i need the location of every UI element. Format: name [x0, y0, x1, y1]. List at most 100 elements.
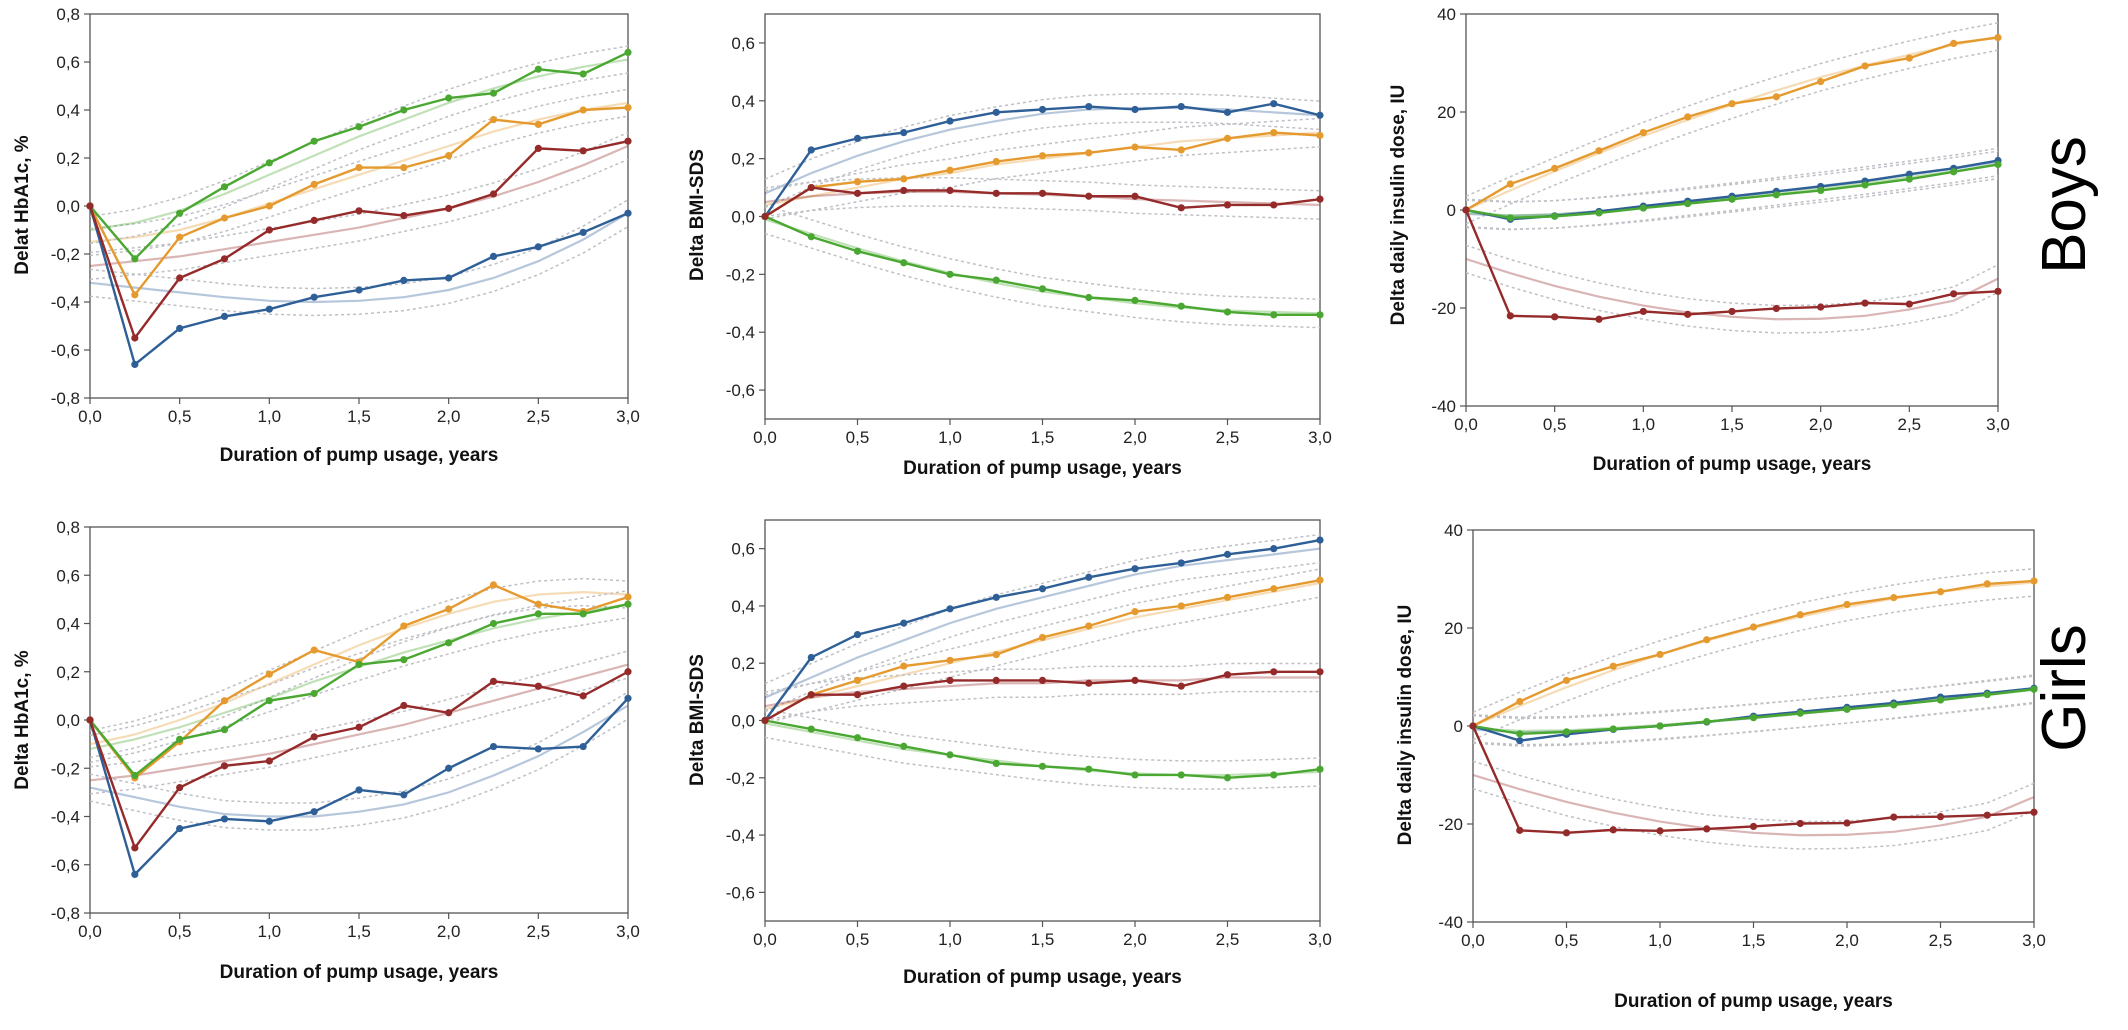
data-point-orange [579, 106, 587, 114]
data-point-green [900, 259, 908, 267]
y-tick-label: -0,2 [51, 759, 80, 778]
data-point-green [853, 247, 862, 255]
y-tick-label: -0,6 [726, 381, 755, 400]
y-tick-label: -40 [1431, 397, 1456, 416]
data-point-blue [853, 134, 862, 142]
confidence-band-lower [89, 72, 629, 245]
data-point-green [445, 94, 453, 102]
plot-frame [764, 519, 1321, 922]
data-point-green [400, 656, 408, 664]
data-point-green [1316, 311, 1324, 319]
x-tick-label: 1,0 [1632, 415, 1656, 434]
data-point-orange [489, 581, 498, 589]
data-point-green [489, 89, 498, 97]
data-point-red [131, 844, 139, 852]
confidence-band-upper [764, 93, 1321, 180]
data-point-green [1516, 730, 1524, 738]
data-point-red [1817, 303, 1825, 311]
x-tick-label: 0,5 [168, 407, 192, 426]
x-tick-label: 3,0 [616, 922, 640, 941]
confidence-band-upper [764, 533, 1321, 685]
data-point-red [1177, 204, 1185, 212]
x-tick-label: 1,5 [1031, 930, 1055, 949]
data-point-green [1905, 175, 1913, 183]
data-point-blue [807, 653, 815, 662]
y-tick-label: -0,4 [51, 808, 80, 827]
data-point-green [1994, 160, 2002, 169]
plot-frame [89, 13, 629, 399]
data-point-red [1890, 813, 1898, 821]
plot-frame [89, 526, 629, 914]
data-point-green [1728, 195, 1736, 203]
panel-girls-bmi: 0,0 0,5 1,0 1,5 2,0 2,5 3,0 -0,6 -0,4 -0,2 0,0 0,2 0… [687, 519, 1332, 988]
data-point-red [579, 147, 587, 155]
data-point-green [853, 734, 862, 742]
x-tick-label: 0,0 [78, 922, 102, 941]
x-tick-label: 0,0 [78, 407, 102, 426]
fit-curve [1472, 773, 2035, 837]
data-point-blue [445, 764, 453, 772]
data-point-green [579, 70, 587, 78]
data-point-orange [1270, 585, 1278, 593]
y-tick-label: 0,2 [56, 663, 80, 682]
data-point-red [992, 189, 1000, 197]
y-tick-label: 0,0 [731, 208, 755, 227]
data-point-red [1656, 827, 1664, 835]
data-point-green [1772, 191, 1780, 199]
data-point-orange [445, 605, 453, 613]
data-point-green [992, 759, 1000, 768]
data-point-green [310, 689, 318, 698]
data-point-orange [1177, 146, 1185, 154]
data-point-green [1656, 722, 1664, 730]
data-point-red [992, 676, 1000, 685]
confidence-band-upper [1465, 22, 1999, 197]
data-point-red [310, 216, 318, 224]
data-point-green [1223, 308, 1232, 316]
confidence-band-upper [89, 650, 629, 768]
y-tick-label: 0 [1454, 717, 1463, 736]
panel-girls-hba1c: 0,0 0,5 1,0 1,5 2,0 2,5 3,0 -0,8 -0,6 -0,4 -0,2 0,0… [12, 518, 640, 983]
y-tick-label: 0,6 [731, 540, 755, 559]
y-tick-label: -0,2 [51, 245, 80, 264]
y-tick-label: -0,6 [51, 341, 80, 360]
data-point-red [1861, 299, 1869, 307]
data-point-green [489, 619, 498, 628]
x-axis-title: Duration of pump usage, years [1614, 991, 1893, 1012]
data-point-orange [1085, 149, 1093, 157]
data-point-red [265, 226, 273, 234]
data-point-green [355, 123, 363, 131]
x-tick-label: 1,5 [1031, 428, 1055, 447]
x-axis-title: Duration of pump usage, years [903, 967, 1182, 988]
fit-curve [89, 101, 629, 244]
y-tick-label: 0,4 [731, 597, 755, 616]
y-tick-label: 0,4 [731, 92, 755, 111]
data-point-blue [355, 786, 363, 794]
x-tick-label: 1,5 [1720, 415, 1744, 434]
data-point-red [220, 762, 229, 770]
x-tick-label: 0,5 [168, 922, 192, 941]
y-tick-label: 0,2 [731, 150, 755, 169]
data-point-red [1223, 671, 1232, 679]
data-point-orange [1038, 633, 1047, 642]
data-point-blue [624, 694, 632, 702]
data-point-red [489, 190, 498, 198]
data-point-orange [1038, 152, 1047, 160]
data-point-green [176, 209, 184, 217]
x-tick-label: 0,0 [753, 930, 777, 949]
data-point-green [1796, 709, 1804, 717]
data-point-blue [265, 817, 273, 825]
x-tick-label: 0,0 [1461, 931, 1485, 950]
data-point-green [176, 735, 184, 743]
confidence-band-lower [764, 596, 1321, 724]
data-point-green [1038, 762, 1047, 770]
x-tick-label: 3,0 [1308, 930, 1332, 949]
data-point-green [1085, 293, 1093, 302]
data-point-green [220, 183, 229, 191]
x-tick-label: 1,5 [347, 922, 371, 941]
x-tick-label: 2,5 [1929, 931, 1953, 950]
data-point-red [355, 207, 363, 215]
data-point-red [853, 189, 862, 197]
data-point-orange [1905, 54, 1913, 62]
data-point-orange [265, 202, 273, 210]
panel-girls-insulin: 0,0 0,5 1,0 1,5 2,0 2,5 3,0 -40 -20 0 20 40 Duration… [1395, 521, 2046, 1012]
